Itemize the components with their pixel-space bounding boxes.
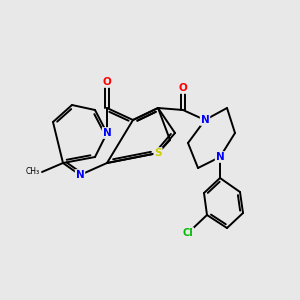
Text: Cl: Cl bbox=[183, 228, 194, 238]
Text: S: S bbox=[154, 148, 162, 158]
Text: N: N bbox=[103, 128, 111, 138]
Text: N: N bbox=[76, 170, 84, 180]
Text: N: N bbox=[201, 115, 209, 125]
Text: CH₃: CH₃ bbox=[26, 167, 40, 176]
Text: O: O bbox=[103, 77, 111, 87]
Text: N: N bbox=[216, 152, 224, 162]
Text: O: O bbox=[178, 83, 188, 93]
